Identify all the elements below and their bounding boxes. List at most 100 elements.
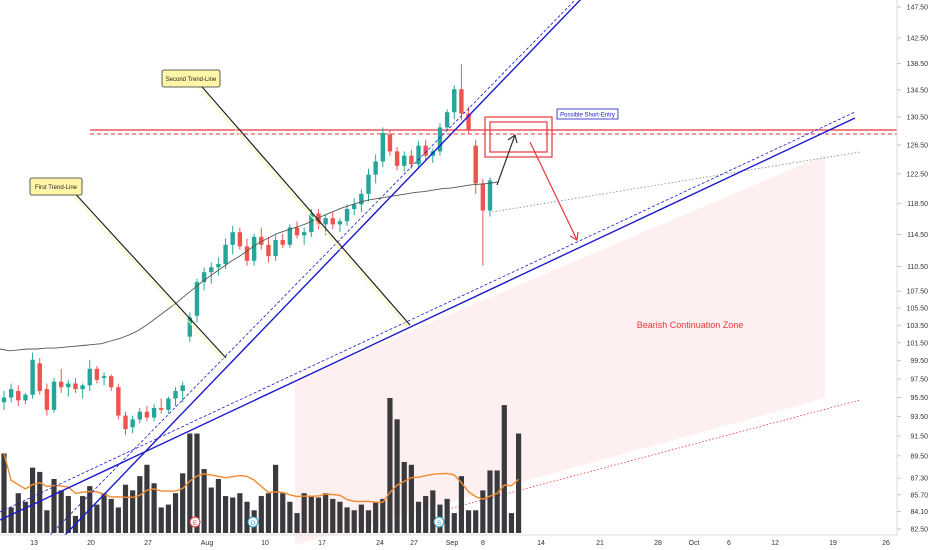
short-entry-inner-box	[489, 121, 548, 153]
candle-body	[159, 407, 164, 410]
time-tick-label: 19	[829, 540, 837, 547]
candle-body	[266, 244, 271, 256]
price-tick-label: 97.50	[910, 376, 928, 383]
volume-bar	[408, 464, 414, 533]
volume-bar	[508, 513, 515, 533]
candle-body	[137, 411, 142, 420]
price-tick-label: 114.50	[907, 232, 928, 239]
price-tick-label: 147.50	[907, 5, 929, 12]
candle-body	[444, 112, 450, 128]
time-tick-label: 12	[771, 540, 779, 547]
split-marker[interactable]	[433, 516, 445, 528]
candle-body	[30, 359, 35, 395]
upper-trend-line	[0, 117, 856, 521]
candle-body	[44, 389, 50, 410]
candle-body	[1, 397, 7, 403]
volume-bar	[473, 510, 479, 533]
price-tick-label: 89.50	[910, 453, 928, 460]
volume-bar	[122, 484, 129, 533]
price-tick-label: 95.50	[910, 395, 928, 402]
price-axis[interactable]: 82.50 84.10 85.70 87.30 89.50 91.50 93.50 95.50…	[897, 5, 928, 534]
price-tick-label: 103.50	[907, 323, 929, 330]
bearish-zone	[295, 155, 825, 545]
time-tick-label: 14	[537, 540, 545, 547]
volume-bar	[151, 483, 157, 533]
volume-bar	[365, 510, 372, 533]
dividend-marker[interactable]	[247, 516, 259, 528]
candle-body	[23, 394, 28, 401]
volume-bar	[465, 510, 472, 533]
price-tick-label: 130.50	[907, 115, 929, 122]
candle-body	[287, 227, 293, 245]
volume-bar	[158, 507, 164, 533]
volume-bar	[101, 493, 107, 533]
volume-bar	[387, 398, 393, 533]
zone-label: Bearish Continuation Zone	[637, 320, 744, 330]
candles	[1, 64, 493, 435]
volume-bar	[423, 496, 429, 533]
candle-body	[273, 240, 278, 256]
price-tick-label: 110.50	[907, 264, 928, 271]
candle-body	[280, 240, 285, 245]
volume-bar	[137, 476, 143, 533]
candle-body	[359, 193, 364, 205]
candle-body	[437, 127, 443, 152]
price-tick-label: 91.50	[910, 433, 928, 440]
candle-body	[387, 134, 393, 152]
candle-body	[344, 208, 350, 222]
earnings-marker[interactable]	[189, 516, 201, 528]
candle-body	[309, 213, 314, 233]
candle-body	[201, 272, 207, 283]
time-tick-label: Aug	[201, 540, 214, 547]
candle-body	[487, 180, 493, 211]
time-tick-label: 13	[30, 540, 38, 547]
volume-bar	[201, 469, 207, 533]
candle-body	[316, 213, 321, 225]
candle-body	[209, 267, 214, 273]
time-tick-label: Sep	[446, 540, 459, 547]
dividend-marker-label: D	[251, 521, 256, 527]
volume-bar	[29, 467, 36, 533]
candle-body	[337, 221, 343, 225]
candle-body	[101, 376, 107, 378]
price-tick-label: 99.50	[910, 358, 928, 365]
candle-body	[402, 155, 407, 166]
candle-body	[66, 383, 71, 388]
volume-bar	[272, 464, 279, 533]
time-tick-label: 20	[87, 540, 95, 547]
first-trend-line-pointer-highlight	[67, 189, 225, 361]
candle-body	[8, 389, 14, 398]
candle-body	[166, 398, 171, 410]
volume-bar	[194, 433, 200, 533]
volume-moving-average	[3, 453, 520, 504]
first-trend-line-label: First Trend-Line	[35, 185, 78, 191]
time-tick-label: 27	[410, 540, 418, 547]
volume-bar	[244, 501, 250, 533]
volume-bar	[308, 496, 314, 533]
candle-body	[330, 218, 335, 225]
candle-body	[130, 419, 135, 428]
volume-bar	[1, 453, 7, 533]
price-tick-label: 85.70	[910, 492, 928, 499]
volume-bar	[215, 479, 222, 533]
candle-body	[380, 132, 385, 162]
volume-bar	[115, 507, 121, 533]
volume-bar	[258, 496, 264, 533]
volume-bar	[230, 497, 236, 533]
price-tick-label: 126.50	[907, 142, 929, 149]
candle-body	[94, 368, 100, 380]
candle-body	[452, 89, 457, 113]
candle-body	[409, 155, 414, 165]
candle-body	[151, 407, 157, 418]
candle-body	[230, 232, 235, 245]
zone-upper-dotted-line	[491, 151, 861, 213]
volume-bar	[444, 498, 450, 533]
price-moving-average	[0, 181, 499, 352]
candle-body	[216, 264, 221, 268]
price-tick-label: 122.50	[907, 171, 929, 178]
price-tick-label: 93.50	[910, 414, 928, 421]
candle-body	[187, 317, 193, 337]
first-trend-line-callout	[29, 177, 83, 196]
time-axis[interactable]: 13 20 27 Aug 10 17 24 27 Sep 8 14 21 28 Oct 6 12 19 26	[30, 540, 890, 547]
